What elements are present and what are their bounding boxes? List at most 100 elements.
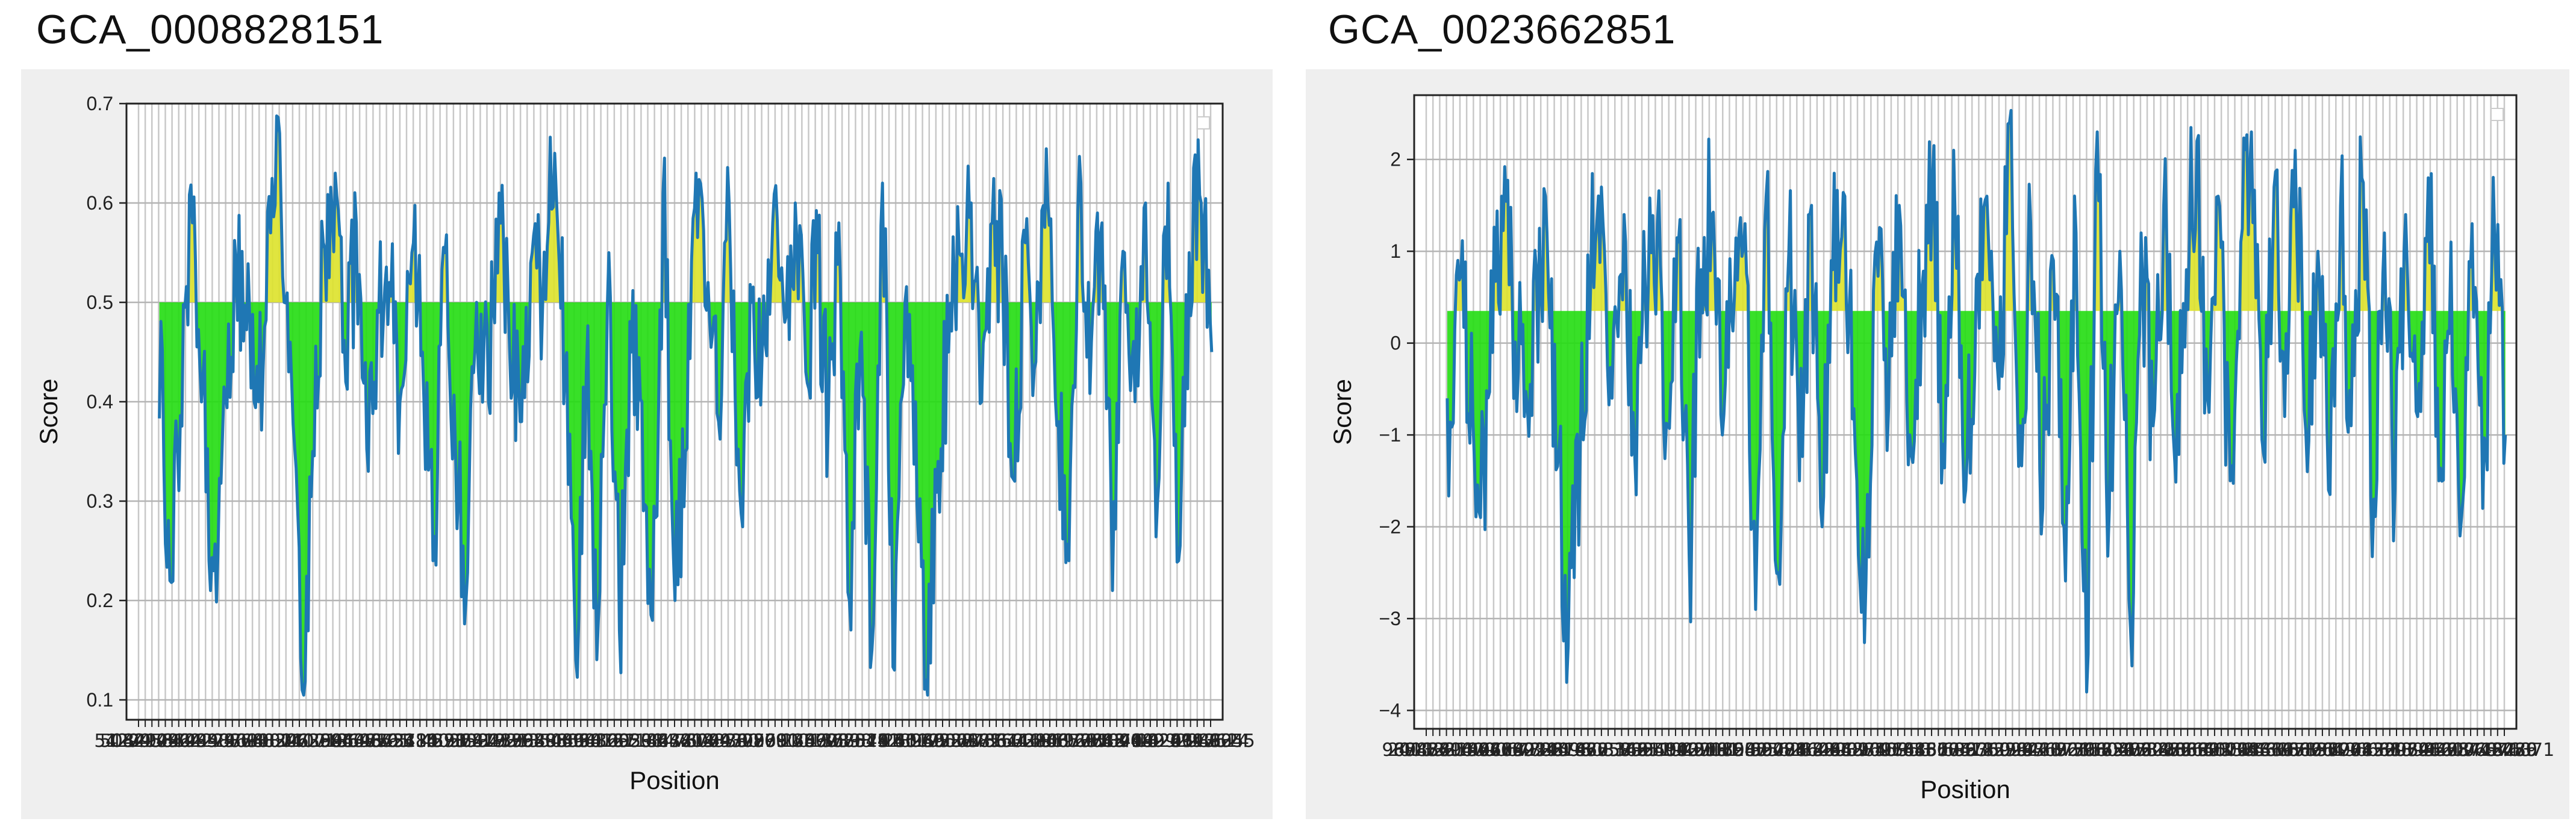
- x-tick-label: 32: [275, 731, 298, 752]
- x-tick-label: 9423: [2016, 740, 2062, 761]
- right-chart: −4−3−2−101296987201158403204834765432350…: [1328, 94, 2554, 803]
- x-tick-label: 359: [2316, 740, 2350, 761]
- x-tick-label: 9868: [2163, 740, 2209, 761]
- x-tick-label: 132: [865, 731, 900, 752]
- x-tick-label: 53: [381, 731, 404, 752]
- x-tick-label: 350: [894, 731, 928, 752]
- x-tick-label: 029: [1012, 731, 1046, 752]
- x-tick-label: 9176: [1181, 731, 1227, 752]
- x-tick-label: 2209: [1682, 740, 1727, 761]
- x-tick-label: 96: [1784, 740, 1807, 761]
- x-tick-label: 2274: [1540, 740, 1586, 761]
- x-tick-label: 831: [2101, 740, 2135, 761]
- x-tick-label: 63: [2390, 740, 2413, 761]
- x-tick-label: 3500: [1427, 740, 1473, 761]
- x-tick-label: 61: [1170, 731, 1193, 752]
- x-tick-label: 8519: [1636, 740, 1682, 761]
- x-tick-label: 3200: [1812, 740, 1858, 761]
- x-tick-label: 339: [2259, 740, 2294, 761]
- x-tick-label: 842: [1829, 740, 1863, 761]
- x-tick-label: 44: [866, 731, 889, 752]
- x-tick-label: 083: [522, 731, 557, 752]
- x-tick-label: 25: [781, 731, 804, 752]
- x-tick-label: 3232: [2146, 740, 2192, 761]
- x-tick-label: 7192: [1489, 740, 1535, 761]
- x-tick-label: 703: [680, 731, 714, 752]
- x-tick-label: 0994: [2401, 740, 2447, 761]
- x-tick-label: 57: [1926, 740, 1948, 761]
- x-tick-label: 5563: [499, 731, 545, 752]
- x-tick-label: 6934: [173, 731, 219, 752]
- x-tick-label: 3665: [2056, 740, 2101, 761]
- x-tick-label: 1600: [1450, 740, 1495, 761]
- legend-box: [1197, 116, 1210, 129]
- x-tick-label: 4591: [420, 731, 466, 752]
- x-tick-label: 01: [246, 731, 269, 752]
- x-tick-label: 487: [1841, 740, 1875, 761]
- x-tick-label: 614: [2237, 740, 2271, 761]
- x-tick-label: 769: [793, 731, 827, 752]
- x-tick-label: 1467: [2242, 740, 2288, 761]
- x-tick-label: 891: [2305, 740, 2339, 761]
- x-tick-label: 8780: [2492, 740, 2537, 761]
- x-tick-label: 49: [134, 731, 157, 752]
- x-tick-label: 31: [393, 731, 416, 752]
- x-tick-label: 6591: [1501, 740, 1547, 761]
- x-tick-label: 34: [370, 731, 393, 752]
- x-tick-label: 593: [1558, 740, 1592, 761]
- x-tick-label: 96: [1829, 740, 1852, 761]
- x-tick-label: 939: [2395, 740, 2430, 761]
- x-tick-label: 079: [855, 731, 889, 752]
- x-tick-label: 901: [2197, 740, 2231, 761]
- x-tick-label: 857: [1926, 740, 1960, 761]
- x-tick-label: 04: [691, 731, 714, 752]
- x-tick-label: 509: [1874, 740, 1909, 761]
- x-tick-label: 11: [1006, 731, 1029, 752]
- legend-box: [2490, 108, 2504, 121]
- x-tick-label: 6124: [161, 731, 207, 752]
- x-tick-label: 568: [2072, 740, 2107, 761]
- x-tick-label: 75: [2475, 740, 2498, 761]
- x-tick-label: 236: [213, 731, 247, 752]
- x-tick-label: 166: [1880, 740, 1915, 761]
- x-tick-label: 7097: [697, 731, 743, 752]
- x-tick-label: 8940: [1721, 740, 1767, 761]
- x-tick-label: 24: [2237, 740, 2260, 761]
- x-tick-label: 5573: [990, 731, 1035, 752]
- x-tick-label: 0360: [584, 731, 630, 752]
- x-tick-label: 9352: [1192, 731, 1238, 752]
- x-tick-label: 6230: [297, 731, 343, 752]
- x-tick-label: 41: [292, 731, 314, 752]
- x-tick-label: 881: [258, 731, 292, 752]
- x-tick-label: 58: [1609, 740, 1632, 761]
- x-tick-label: 161: [882, 731, 917, 752]
- y-axis-label: Score: [34, 379, 63, 445]
- x-tick-label: 71: [280, 731, 303, 752]
- x-tick-label: 969: [2463, 740, 2498, 761]
- x-tick-label: 5884: [1841, 740, 1886, 761]
- x-tick-label: 86: [804, 731, 827, 752]
- x-axis-label: Position: [629, 766, 719, 794]
- x-tick-label: 0513: [2186, 740, 2231, 761]
- x-tick-label: 24: [2492, 740, 2515, 761]
- x-tick-label: 90: [1750, 740, 1773, 761]
- x-tick-label: 66: [2277, 740, 2300, 761]
- x-tick-label: 43: [550, 731, 573, 752]
- x-tick-label: 863: [646, 731, 681, 752]
- x-tick-label: 508: [100, 731, 134, 752]
- x-tick-label: 527: [2141, 740, 2175, 761]
- x-tick-label: 69: [956, 731, 979, 752]
- x-tick-label: 6681: [2356, 740, 2401, 761]
- x-tick-label: 83: [2129, 740, 2152, 761]
- x-tick-label: 18: [967, 731, 990, 752]
- left-chart-title: GCA_0008828151: [36, 7, 384, 52]
- x-tick-label: 360: [725, 731, 759, 752]
- x-tick-label: 223: [1159, 731, 1193, 752]
- x-tick-label: 94: [1187, 731, 1209, 752]
- y-tick-label: 0.2: [87, 590, 113, 611]
- x-tick-label: 449: [1119, 731, 1153, 752]
- x-tick-label: 745: [1091, 731, 1125, 752]
- x-tick-label: 88: [1914, 740, 1937, 761]
- x-tick-label: 44: [669, 731, 691, 752]
- x-tick-label: 186: [325, 731, 360, 752]
